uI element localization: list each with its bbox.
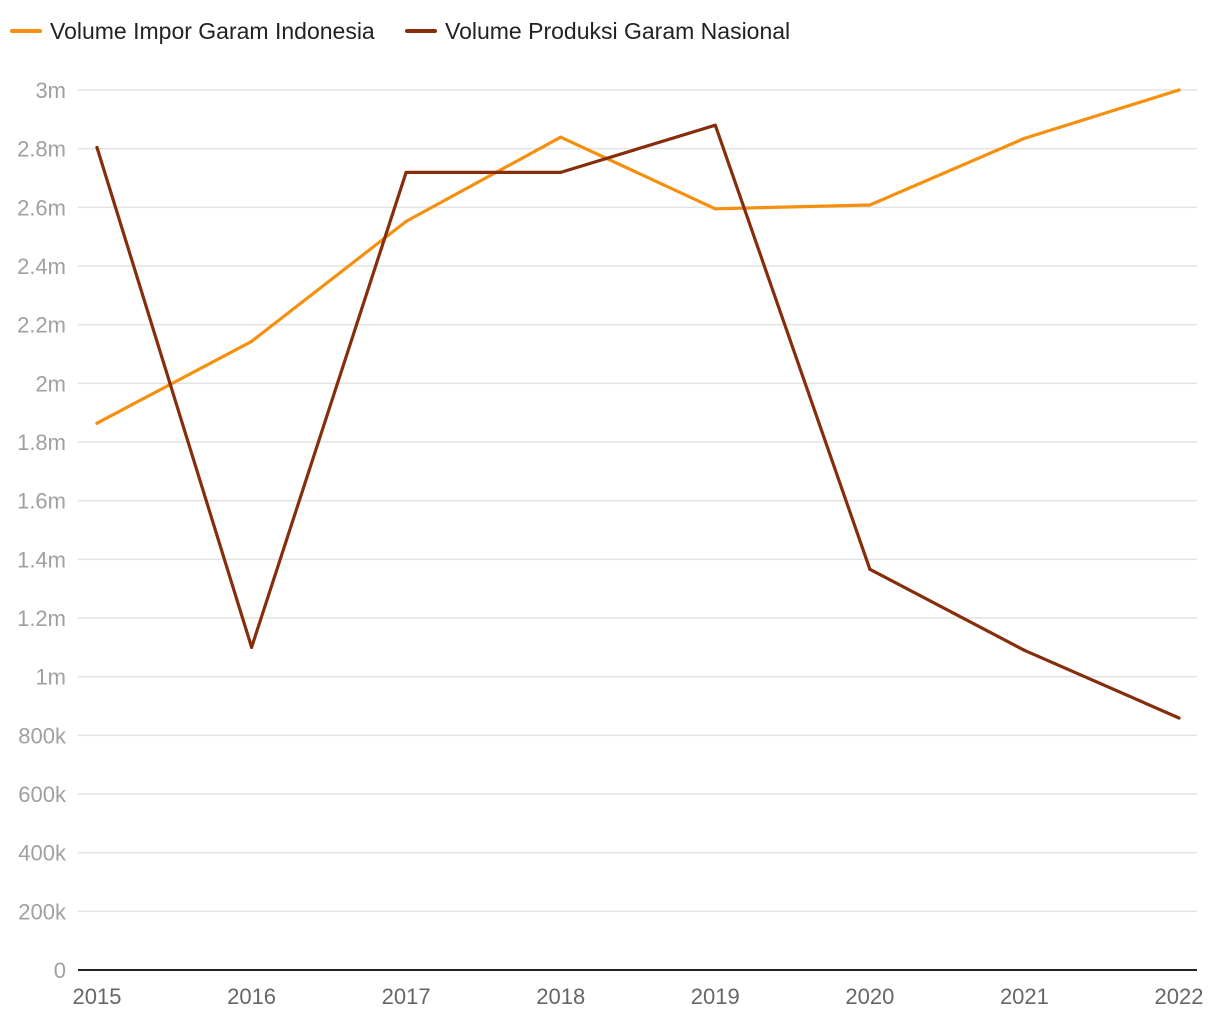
y-tick-label: 2.2m [17,313,66,338]
y-tick-label: 2.4m [17,254,66,279]
data-point[interactable] [1177,88,1181,92]
x-tick-label: 2018 [536,984,585,1009]
y-tick-label: 1.8m [17,430,66,455]
y-tick-label: 0 [54,958,66,983]
data-point[interactable] [1022,136,1027,140]
y-tick-label: 1.2m [17,606,66,631]
y-tick-label: 1m [35,665,66,690]
data-point[interactable] [249,645,254,649]
gridlines [78,89,1197,913]
x-tick-label: 2019 [691,984,740,1009]
data-point[interactable] [404,219,408,224]
series-layer [95,88,1181,720]
y-axis-ticks: 0 200k 400k 600k 800k 1m 1.2m 1.4m 1.6m 1.8m 2m 2.2… [17,78,67,983]
data-point[interactable] [404,170,408,175]
x-axis-ticks: 2015 2016 2017 2018 2019 2020 2021 2022 [73,984,1204,1009]
x-tick-label: 2017 [382,984,431,1009]
y-tick-label: 2.8m [17,137,66,162]
data-point[interactable] [95,145,99,150]
data-point[interactable] [249,339,254,343]
legend: Volume Impor Garam Indonesia Volume Prod… [10,18,790,44]
y-tick-label: 1.6m [17,489,66,514]
data-point[interactable] [559,135,563,139]
y-tick-label: 200k [18,899,67,924]
legend-label-impor: Volume Impor Garam Indonesia [50,18,375,44]
y-tick-label: 600k [18,782,67,807]
y-tick-label: 3m [35,78,66,103]
data-point[interactable] [868,203,872,207]
data-point[interactable] [713,207,717,211]
y-tick-label: 1.4m [17,547,66,572]
y-tick-label: 2m [35,371,66,396]
data-point[interactable] [95,421,99,425]
series-line-produksi[interactable] [95,123,1181,720]
data-point[interactable] [559,170,563,175]
data-point[interactable] [1177,716,1181,720]
x-tick-label: 2016 [227,984,276,1009]
y-tick-label: 400k [18,841,67,866]
data-point[interactable] [713,123,717,127]
x-tick-label: 2022 [1155,984,1204,1009]
x-tick-label: 2020 [845,984,894,1009]
legend-label-produksi: Volume Produksi Garam Nasional [445,18,790,44]
data-point[interactable] [868,567,872,571]
series-line-impor[interactable] [95,88,1181,425]
legend-item-impor[interactable]: Volume Impor Garam Indonesia [10,18,375,44]
legend-item-produksi[interactable]: Volume Produksi Garam Nasional [405,18,790,44]
x-tick-label: 2021 [1000,984,1049,1009]
data-point[interactable] [1022,648,1027,652]
y-tick-label: 2.6m [17,195,66,220]
y-tick-label: 800k [18,723,67,748]
x-tick-label: 2015 [73,984,122,1009]
